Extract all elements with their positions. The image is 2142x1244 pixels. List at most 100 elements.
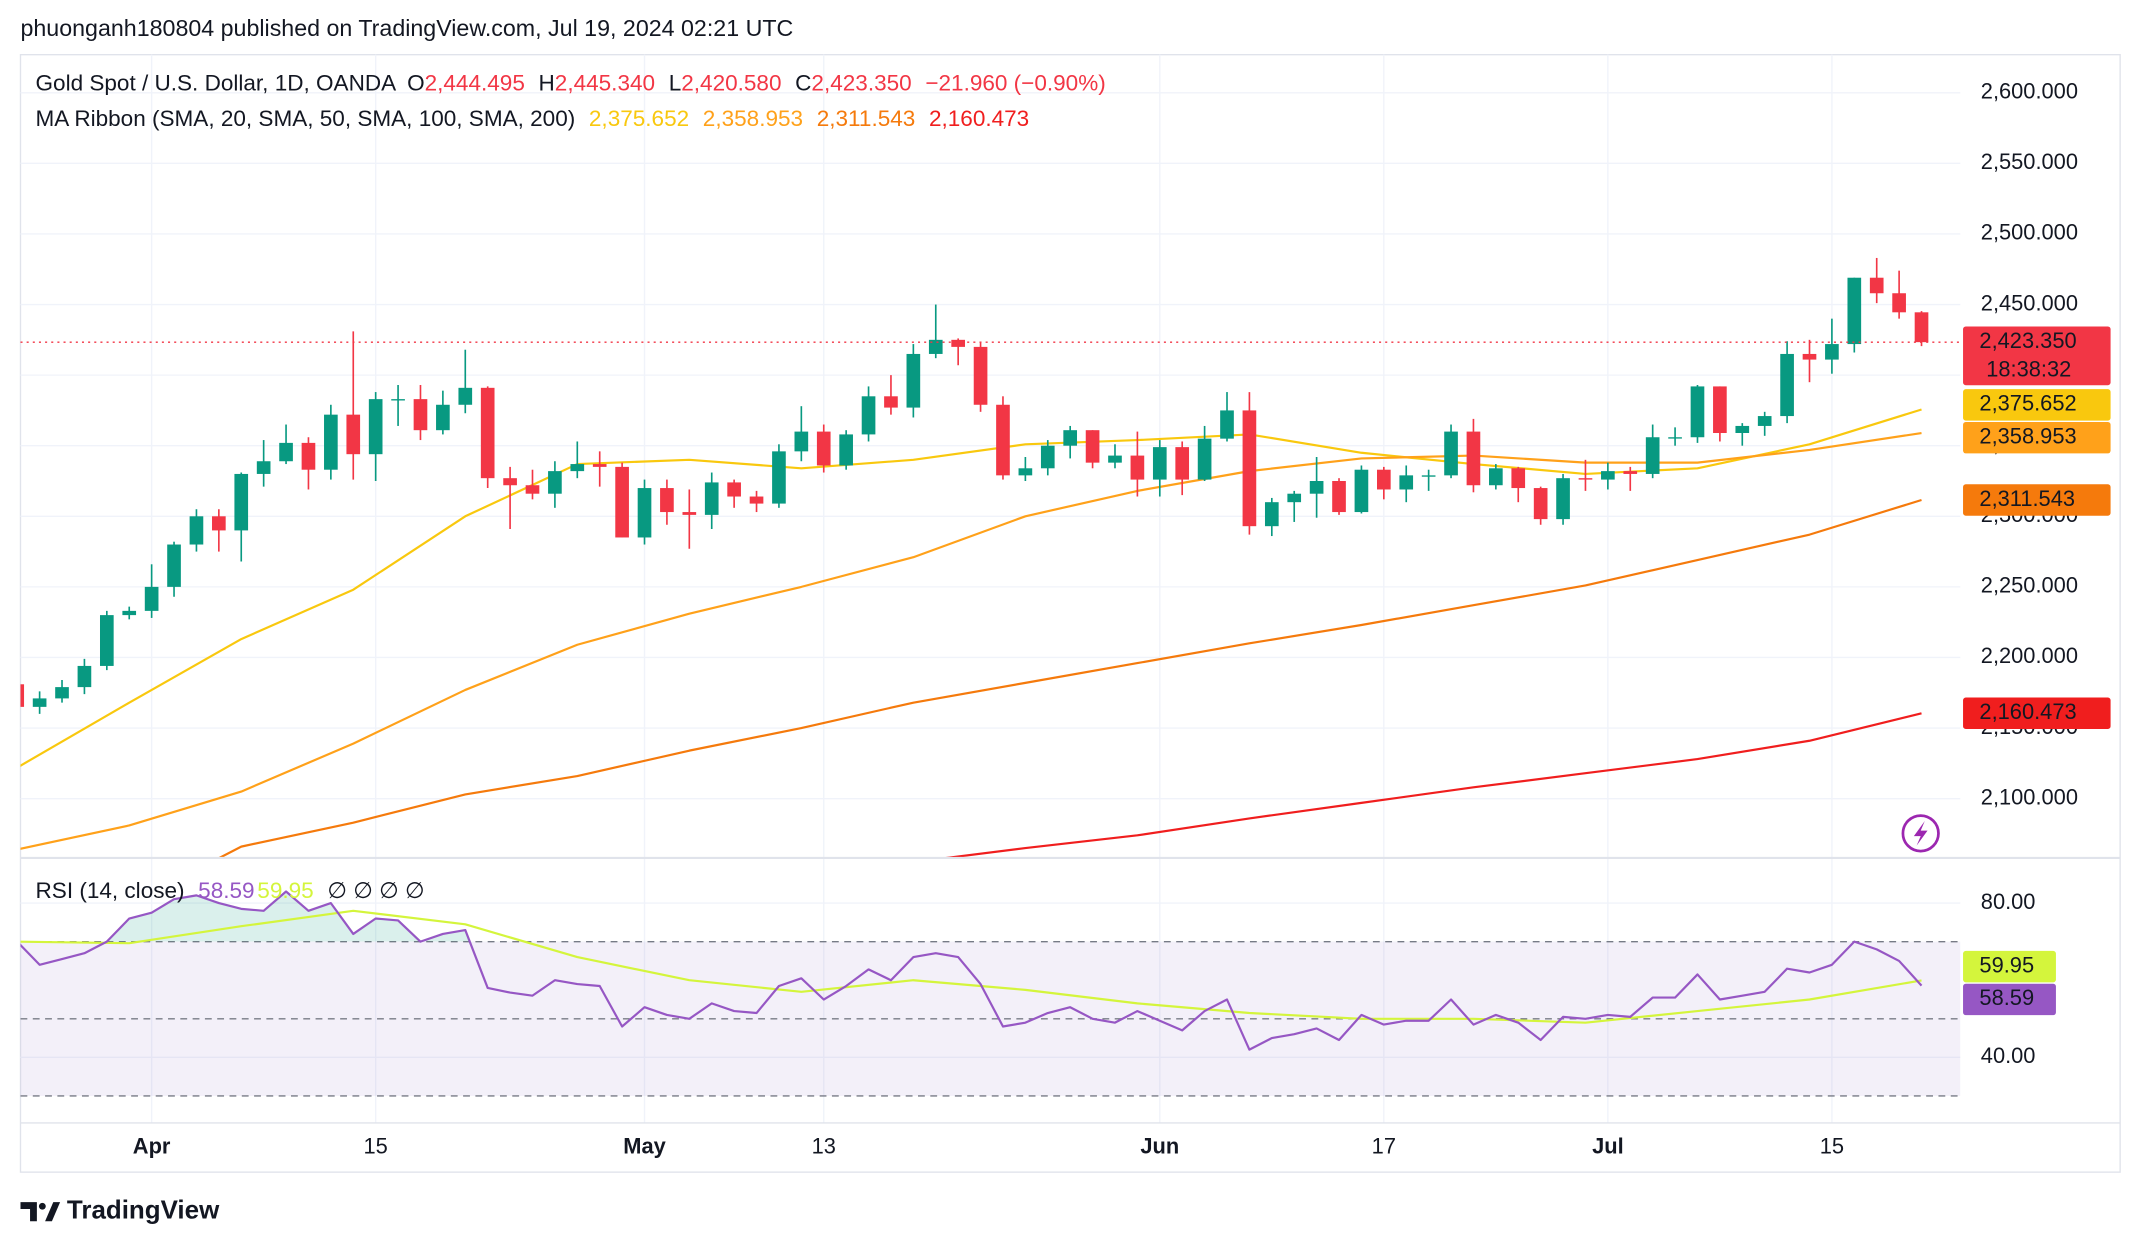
candle-body — [503, 478, 517, 486]
y-tick-label: 2,100.000 — [1981, 784, 2078, 809]
candle-body — [1556, 478, 1570, 520]
ma-ribbon-legend: MA Ribbon (SMA, 20, SMA, 50, SMA, 100, S… — [36, 106, 1030, 131]
candle-body — [772, 451, 786, 504]
ma-badge-label: 2,160.473 — [1979, 699, 2076, 724]
candle-body — [1264, 502, 1279, 527]
candle-body — [1242, 410, 1257, 527]
candle-body — [1713, 386, 1727, 434]
candle-body — [1847, 277, 1862, 345]
candle-body — [1623, 471, 1638, 474]
candle-body — [973, 346, 988, 405]
ma-ribbon-title: MA Ribbon (SMA, 20, SMA, 50, SMA, 100, S… — [36, 106, 576, 131]
y-tick-label: 2,450.000 — [1981, 290, 2078, 315]
candle-body — [55, 687, 69, 699]
candle-body — [144, 586, 159, 611]
x-tick-label: Jun — [1140, 1133, 1179, 1158]
candle-body — [1197, 438, 1212, 480]
rsi-badge-label: 59.95 — [1979, 952, 2034, 977]
legend-value: 2,420.580 — [681, 71, 781, 96]
logo-mark — [20, 1202, 37, 1222]
legend-key: H — [539, 71, 555, 96]
candle-body — [1063, 430, 1078, 446]
candle-body — [1175, 447, 1190, 480]
legend-value: 2,423.350 — [811, 71, 911, 96]
replay-icon[interactable] — [1901, 814, 1940, 853]
candle-body — [368, 399, 383, 455]
brand-name: TradingView — [67, 1197, 220, 1225]
candle-body — [1085, 430, 1100, 463]
rsi-pane — [20, 890, 1923, 1051]
candle-body — [77, 665, 92, 688]
logo-mark — [45, 1202, 61, 1222]
candle-body — [1354, 469, 1369, 513]
candle-body — [391, 399, 405, 401]
candle-body — [167, 544, 181, 587]
countdown-label: 18:38:32 — [1986, 357, 2071, 382]
candle-body — [1869, 277, 1884, 294]
candle-body — [1332, 481, 1346, 513]
y-tick-label: 2,200.000 — [1981, 643, 2078, 668]
last-price-badge — [1963, 326, 2111, 386]
candle-body — [1444, 431, 1458, 476]
candle-body — [1825, 344, 1839, 360]
candle-body — [1511, 468, 1526, 489]
candle-body — [32, 698, 47, 707]
candle-body — [1690, 386, 1705, 438]
rsi-badge — [1963, 983, 2056, 1016]
candle-body — [279, 442, 293, 462]
candle-body — [1421, 475, 1436, 477]
legend-change: −21.960 (−0.90%) — [925, 71, 1105, 96]
candle-body — [1040, 445, 1055, 469]
candle-body — [951, 339, 965, 347]
candle-body — [704, 482, 719, 515]
candle-body — [525, 485, 540, 494]
candle-body — [1735, 425, 1750, 434]
rsi-background — [20, 940, 1961, 1097]
candle-body — [212, 516, 226, 531]
legend-value: 2,445.340 — [555, 71, 655, 96]
candle-body — [727, 482, 741, 497]
candle-body — [816, 431, 831, 466]
y-tick-label: 2,500.000 — [1981, 220, 2078, 245]
candle-body — [1399, 475, 1414, 490]
publish-header: phuonganh180804 published on TradingView… — [20, 15, 793, 41]
candle-body — [20, 684, 25, 707]
x-tick-label: 15 — [364, 1133, 388, 1158]
x-tick-label: Apr — [133, 1133, 171, 1158]
rsi-tick-label: 40.00 — [1981, 1043, 2036, 1068]
candle-body — [1466, 431, 1481, 486]
ma-value: 2,358.953 — [703, 106, 803, 131]
ma-value: 2,311.543 — [817, 106, 916, 131]
candle-body — [1802, 353, 1817, 360]
candle-body — [1130, 455, 1145, 480]
candle-body — [928, 339, 943, 354]
x-tick-label: 17 — [1372, 1133, 1396, 1158]
candle-body — [548, 471, 562, 494]
x-tick-label: May — [623, 1133, 666, 1158]
price-pane — [20, 257, 1961, 858]
rsi-badge — [1963, 950, 2056, 983]
chart-frame — [19, 53, 2121, 1173]
ma-value: 2,160.473 — [929, 106, 1029, 131]
ma-badge — [1963, 421, 2111, 454]
legend-key: O — [407, 71, 425, 96]
candle-body — [1892, 293, 1906, 313]
rsi-line — [20, 890, 1923, 1051]
candle-body — [1287, 493, 1302, 503]
rsi-ma-line — [20, 909, 1922, 1024]
legend-value: 2,444.495 — [425, 71, 525, 96]
candle-body — [1533, 488, 1548, 520]
candle-body — [346, 414, 361, 455]
candle-body — [660, 488, 674, 513]
ma-badge — [1963, 697, 2111, 729]
candle-body — [1601, 471, 1615, 480]
ma-line — [217, 498, 1922, 858]
x-tick-label: Jul — [1592, 1133, 1624, 1158]
legend-key: C — [795, 71, 811, 96]
candle-body — [1914, 312, 1929, 343]
ma-line — [20, 431, 1922, 850]
symbol-title: Gold Spot / U.S. Dollar, 1D, OANDA — [36, 71, 397, 96]
candle-body — [615, 466, 629, 538]
candle-body — [1668, 437, 1682, 439]
